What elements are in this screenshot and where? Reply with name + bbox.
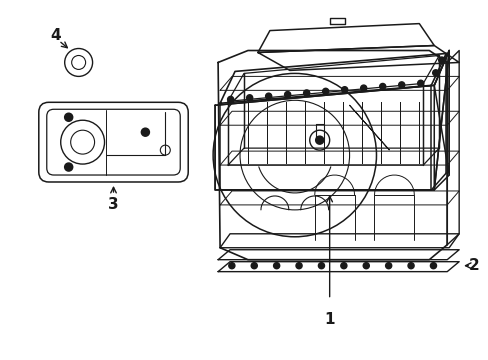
Circle shape	[246, 95, 252, 101]
Circle shape	[64, 113, 73, 121]
Circle shape	[284, 91, 290, 98]
Circle shape	[141, 128, 149, 136]
Text: 2: 2	[468, 258, 479, 273]
Circle shape	[398, 82, 404, 88]
Circle shape	[295, 263, 302, 269]
Circle shape	[379, 84, 385, 90]
Circle shape	[385, 263, 391, 269]
Circle shape	[417, 80, 423, 86]
Text: 4: 4	[50, 28, 61, 43]
Circle shape	[432, 70, 438, 76]
Circle shape	[303, 90, 309, 96]
Circle shape	[340, 263, 346, 269]
Circle shape	[360, 85, 366, 91]
Circle shape	[341, 87, 347, 93]
Circle shape	[438, 57, 444, 63]
Circle shape	[251, 263, 257, 269]
Circle shape	[363, 263, 368, 269]
Circle shape	[64, 163, 73, 171]
Circle shape	[265, 93, 271, 99]
Circle shape	[407, 263, 413, 269]
Circle shape	[318, 263, 324, 269]
Circle shape	[315, 136, 323, 144]
Circle shape	[322, 88, 328, 94]
Circle shape	[228, 263, 234, 269]
Text: 3: 3	[108, 197, 119, 212]
Circle shape	[227, 96, 233, 102]
Circle shape	[273, 263, 279, 269]
Text: 1: 1	[324, 312, 334, 327]
Circle shape	[429, 263, 436, 269]
